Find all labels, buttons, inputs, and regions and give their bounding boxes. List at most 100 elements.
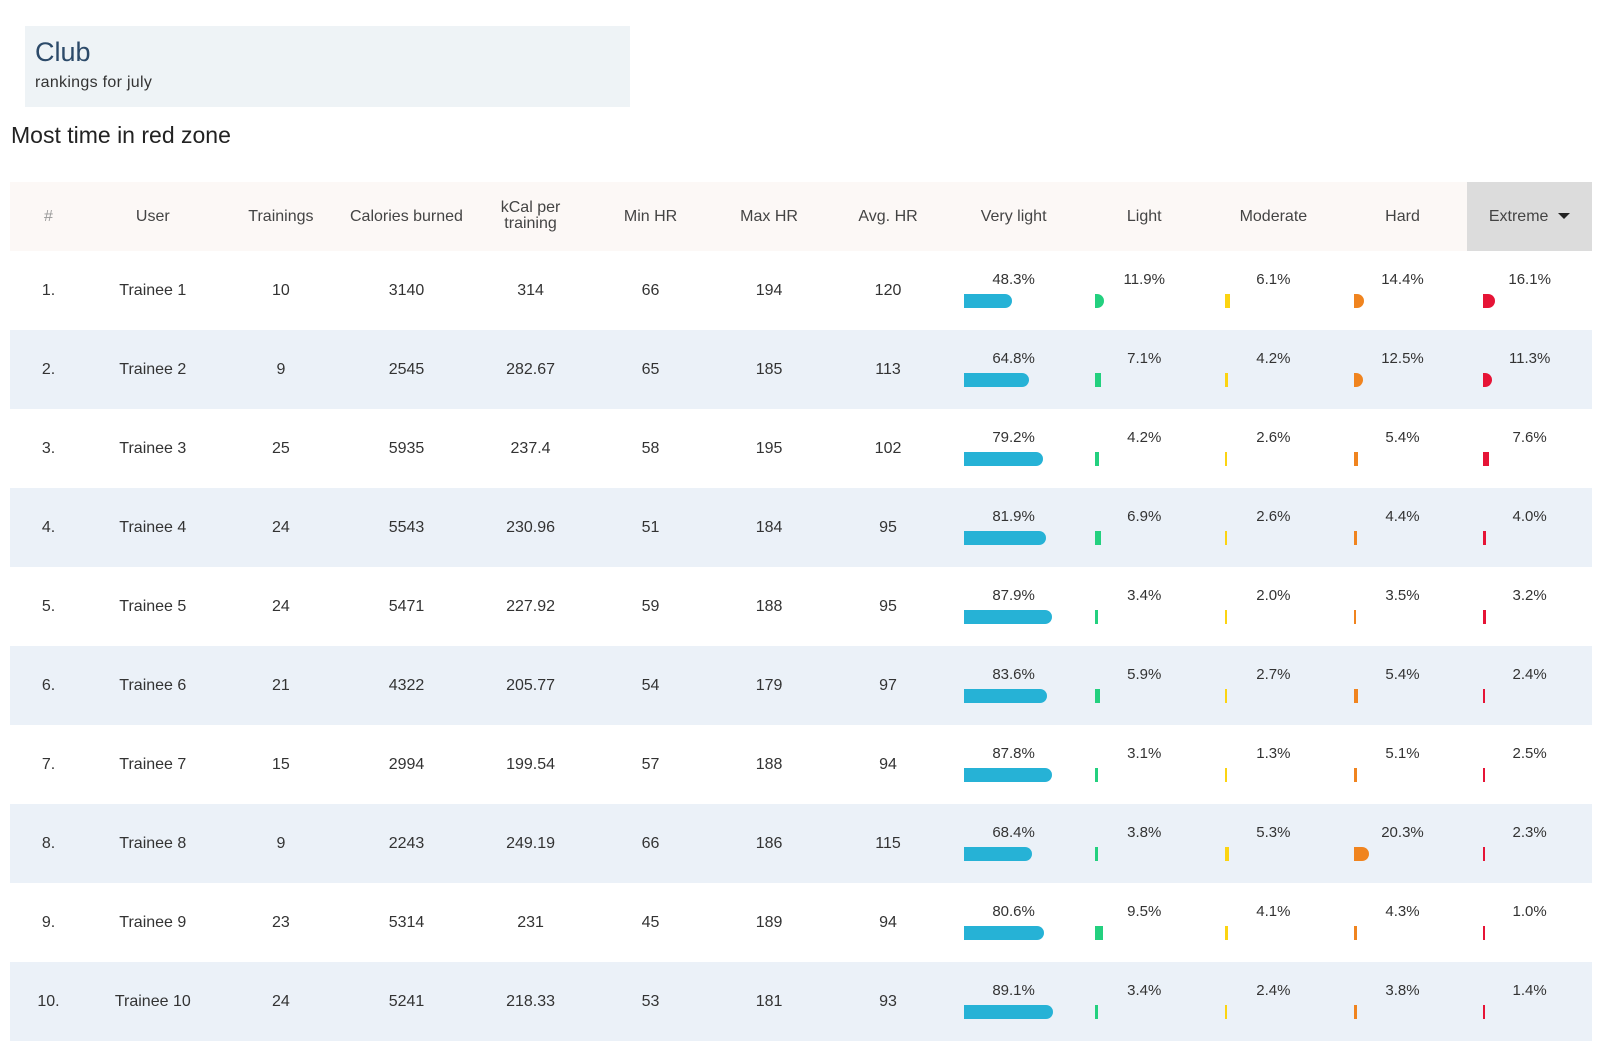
- table-row[interactable]: 3. Trainee 3 25 5935 237.4 58 195 102 79.2% 4.2% 2…: [10, 409, 1592, 488]
- max-hr-cell: 188: [755, 755, 783, 773]
- avg-hr-cell: 95: [879, 597, 897, 615]
- extreme-zone-bar: [1483, 689, 1486, 703]
- avg-hr-cell: 120: [874, 281, 902, 299]
- very-light-zone-cell: 87.8%: [948, 725, 1080, 804]
- moderate-zone-percent: 2.7%: [1256, 666, 1291, 683]
- extreme-zone-cell: 3.2%: [1467, 567, 1592, 646]
- light-zone-bar: [1095, 689, 1100, 703]
- light-zone-bar: [1095, 373, 1101, 387]
- moderate-zone-percent: 2.4%: [1256, 982, 1291, 999]
- very-light-zone-percent: 80.6%: [992, 903, 1035, 920]
- light-zone-cell: 6.9%: [1079, 488, 1210, 567]
- extreme-zone-cell: 11.3%: [1467, 330, 1592, 409]
- col-header-rank[interactable]: #: [10, 182, 87, 251]
- extreme-zone-percent: 2.5%: [1512, 745, 1547, 762]
- avg-hr-cell: 113: [828, 330, 948, 409]
- very-light-zone-percent: 48.3%: [992, 271, 1035, 288]
- min-hr-cell: 66: [641, 281, 660, 299]
- extreme-zone-bar: [1483, 452, 1489, 466]
- very-light-zone-bar: [963, 926, 1045, 940]
- rank-cell: 7.: [41, 755, 56, 773]
- rank-cell: 3.: [41, 439, 56, 457]
- very-light-zone-bar: [963, 768, 1052, 782]
- light-zone-bar: [1095, 926, 1103, 940]
- table-row[interactable]: 8. Trainee 8 9 2243 249.19 66 186 115 68.4% 3.8% 5…: [10, 804, 1592, 883]
- table-row[interactable]: 9. Trainee 9 23 5314 231 45 189 94 80.6% 9.5% 4.1%…: [10, 883, 1592, 962]
- moderate-zone-percent: 2.6%: [1256, 508, 1291, 525]
- col-header-moderate[interactable]: Moderate: [1209, 182, 1338, 251]
- moderate-zone-cell: 5.3%: [1209, 804, 1338, 883]
- very-light-zone-bar: [963, 1005, 1053, 1019]
- moderate-zone-cell: 2.4%: [1209, 962, 1338, 1041]
- max-hr-cell: 195: [755, 439, 783, 457]
- very-light-zone-percent: 87.8%: [992, 745, 1035, 762]
- calories-cell: 5241: [343, 962, 470, 1041]
- table-row[interactable]: 4. Trainee 4 24 5543 230.96 51 184 95 81.9% 6.9% 2…: [10, 488, 1592, 567]
- avg-hr-cell: 94: [879, 755, 897, 773]
- extreme-zone-cell: 2.3%: [1467, 804, 1592, 883]
- user-cell: Trainee 9: [119, 913, 187, 931]
- col-header-hard[interactable]: Hard: [1337, 182, 1468, 251]
- hard-zone-cell: 4.4%: [1337, 488, 1468, 567]
- light-zone-bar: [1095, 768, 1098, 782]
- hard-zone-cell: 5.4%: [1337, 646, 1468, 725]
- moderate-zone-bar: [1225, 294, 1230, 308]
- avg-hr-cell: 95: [828, 488, 948, 567]
- moderate-zone-bar: [1225, 610, 1228, 624]
- kcal-per-training-cell: 249.19: [469, 804, 592, 883]
- col-header-very-light[interactable]: Very light: [947, 182, 1080, 251]
- hard-zone-percent: 5.4%: [1385, 666, 1420, 683]
- moderate-zone-cell: 4.2%: [1209, 330, 1338, 409]
- very-light-zone-percent: 64.8%: [992, 350, 1035, 367]
- kcal-per-training-cell: 282.67: [469, 330, 592, 409]
- col-header-trainings[interactable]: Trainings: [218, 182, 344, 251]
- table-row[interactable]: 1. Trainee 1 10 3140 314 66 194 120 48.3% 11.9% 6.…: [10, 251, 1592, 330]
- table-row[interactable]: 5. Trainee 5 24 5471 227.92 59 188 95 87.9% 3.4% 2…: [10, 567, 1592, 646]
- col-header-user[interactable]: User: [86, 182, 219, 251]
- hard-zone-bar: [1353, 373, 1364, 387]
- table-row[interactable]: 10. Trainee 10 24 5241 218.33 53 181 93 89.1% 3.4…: [10, 962, 1592, 1041]
- max-hr-cell: 181: [709, 962, 829, 1041]
- extreme-header-label: Extreme: [1488, 207, 1549, 225]
- very-light-zone-percent: 81.9%: [992, 508, 1035, 525]
- avg-hr-cell: 115: [828, 804, 948, 883]
- light-zone-cell: 5.9%: [1079, 646, 1210, 725]
- col-header-kcal-per-training[interactable]: kCal per training: [469, 182, 592, 251]
- light-zone-percent: 9.5%: [1127, 903, 1162, 920]
- table-row[interactable]: 6. Trainee 6 21 4322 205.77 54 179 97 83.6% 5.9% 2…: [10, 646, 1592, 725]
- col-header-calories[interactable]: Calories burned: [343, 182, 470, 251]
- table-row[interactable]: 2. Trainee 2 9 2545 282.67 65 185 113 64.8% 7.1% 4…: [10, 330, 1592, 409]
- moderate-zone-bar: [1225, 926, 1229, 940]
- hard-zone-bar: [1353, 1005, 1357, 1019]
- avg-hr-cell: 93: [828, 962, 948, 1041]
- col-header-extreme[interactable]: Extreme: [1467, 182, 1592, 251]
- hard-zone-percent: 5.4%: [1385, 429, 1420, 446]
- light-zone-cell: 7.1%: [1079, 330, 1210, 409]
- very-light-zone-bar: [963, 847, 1033, 861]
- trainings-cell: 15: [272, 755, 290, 773]
- avg-hr-cell: 102: [874, 439, 902, 457]
- hard-zone-bar: [1353, 926, 1357, 940]
- col-header-min-hr[interactable]: Min HR: [591, 182, 710, 251]
- trainings-cell: 10: [272, 281, 290, 299]
- very-light-zone-cell: 79.2%: [948, 409, 1080, 488]
- extreme-zone-bar: [1483, 926, 1486, 940]
- extreme-zone-percent: 2.4%: [1512, 666, 1547, 683]
- max-hr-cell: 188: [755, 597, 783, 615]
- extreme-zone-bar: [1483, 768, 1486, 782]
- calories-cell: 5543: [343, 488, 470, 567]
- avg-hr-cell: 97: [828, 646, 948, 725]
- extreme-zone-percent: 7.6%: [1512, 429, 1547, 446]
- col-header-avg-hr[interactable]: Avg. HR: [828, 182, 948, 251]
- col-header-light[interactable]: Light: [1079, 182, 1210, 251]
- extreme-zone-bar: [1483, 847, 1486, 861]
- max-hr-cell: 185: [709, 330, 829, 409]
- table-row[interactable]: 7. Trainee 7 15 2994 199.54 57 188 94 87.8% 3.1% 1…: [10, 725, 1592, 804]
- col-header-max-hr[interactable]: Max HR: [709, 182, 829, 251]
- extreme-zone-percent: 11.3%: [1508, 350, 1551, 367]
- extreme-zone-bar: [1483, 531, 1487, 545]
- ranking-table: # User Trainings Calories burned kCal pe…: [10, 182, 1592, 1041]
- min-hr-cell: 57: [641, 755, 660, 773]
- very-light-zone-bar: [963, 373, 1029, 387]
- moderate-zone-percent: 6.1%: [1256, 271, 1291, 288]
